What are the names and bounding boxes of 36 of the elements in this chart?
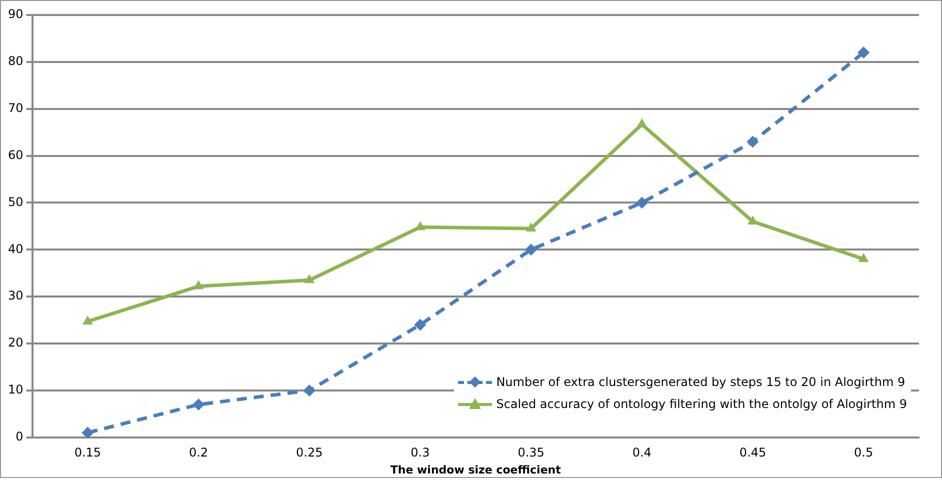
x-axis-title: The window size coefficient	[390, 463, 561, 476]
point	[303, 384, 316, 396]
point	[636, 196, 648, 209]
point	[526, 222, 536, 232]
y-tick-label: 0	[16, 430, 24, 444]
legend-label: Scaled accuracy of ontology filtering with the ontolgy of Alogirthm 9	[496, 396, 907, 412]
x-tick-label: 0.25	[296, 446, 323, 460]
point	[82, 426, 94, 438]
y-tick-label: 70	[8, 100, 24, 115]
x-tick-label: 0.45	[739, 446, 766, 460]
y-tick-label: 40	[8, 242, 24, 256]
point	[192, 398, 205, 411]
x-tick-label: 0.5	[854, 446, 874, 460]
point	[415, 221, 426, 230]
x-tick-label: 0.3	[410, 446, 430, 460]
y-tick-label: 20	[8, 336, 24, 350]
x-tick-label: 0.4	[632, 446, 652, 460]
point	[858, 46, 870, 59]
y-tick-label: 10	[8, 382, 24, 397]
y-tick-label: 30	[8, 288, 24, 303]
y-tick-label: 60	[8, 148, 24, 162]
x-tick-label: 0.2	[188, 446, 208, 460]
point	[414, 318, 426, 331]
y-tick-label: 50	[8, 194, 24, 209]
point	[858, 253, 869, 262]
point	[193, 280, 204, 290]
x-tick-label: 0.35	[518, 446, 544, 460]
point	[82, 315, 93, 324]
y-tick-label: 80	[8, 54, 24, 68]
legend-label: Number of extra clustersgenerated by steps 15 to 20 in Alogirthm 9	[496, 374, 906, 390]
y-tick-label: 90	[8, 7, 24, 22]
point	[525, 244, 538, 256]
point	[304, 274, 315, 284]
point	[636, 118, 648, 128]
x-tick-label: 0.15	[74, 446, 102, 460]
point	[746, 136, 759, 148]
